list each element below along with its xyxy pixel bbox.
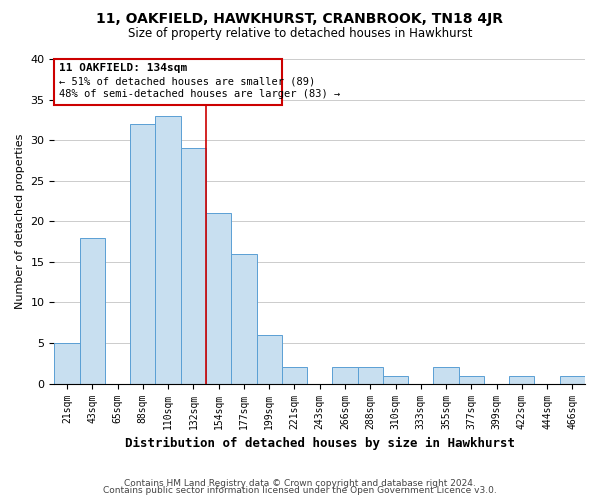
Bar bbox=[383, 376, 408, 384]
Bar bbox=[358, 368, 383, 384]
Bar bbox=[509, 376, 535, 384]
Bar bbox=[130, 124, 155, 384]
FancyBboxPatch shape bbox=[55, 59, 282, 106]
Bar bbox=[282, 368, 307, 384]
Bar bbox=[560, 376, 585, 384]
Bar bbox=[55, 343, 80, 384]
Y-axis label: Number of detached properties: Number of detached properties bbox=[15, 134, 25, 309]
Bar bbox=[181, 148, 206, 384]
Text: Contains public sector information licensed under the Open Government Licence v3: Contains public sector information licen… bbox=[103, 486, 497, 495]
Bar bbox=[206, 213, 231, 384]
Bar bbox=[433, 368, 458, 384]
Bar bbox=[458, 376, 484, 384]
Bar bbox=[332, 368, 358, 384]
Text: ← 51% of detached houses are smaller (89): ← 51% of detached houses are smaller (89… bbox=[59, 76, 316, 86]
Text: Contains HM Land Registry data © Crown copyright and database right 2024.: Contains HM Land Registry data © Crown c… bbox=[124, 478, 476, 488]
Bar bbox=[80, 238, 105, 384]
Text: Size of property relative to detached houses in Hawkhurst: Size of property relative to detached ho… bbox=[128, 28, 472, 40]
Bar bbox=[257, 335, 282, 384]
Text: 11 OAKFIELD: 134sqm: 11 OAKFIELD: 134sqm bbox=[59, 63, 188, 73]
Bar bbox=[231, 254, 257, 384]
Bar bbox=[155, 116, 181, 384]
Text: 48% of semi-detached houses are larger (83) →: 48% of semi-detached houses are larger (… bbox=[59, 89, 341, 99]
X-axis label: Distribution of detached houses by size in Hawkhurst: Distribution of detached houses by size … bbox=[125, 437, 515, 450]
Text: 11, OAKFIELD, HAWKHURST, CRANBROOK, TN18 4JR: 11, OAKFIELD, HAWKHURST, CRANBROOK, TN18… bbox=[97, 12, 503, 26]
